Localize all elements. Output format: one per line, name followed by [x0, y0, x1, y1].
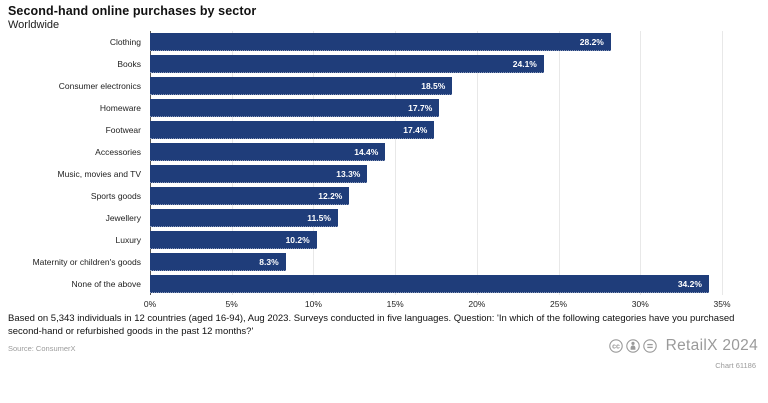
gridline — [558, 31, 560, 295]
category-label-row: Clothing — [0, 31, 146, 53]
bar-value-label: 12.2% — [318, 190, 343, 201]
x-tick-label: 25% — [550, 299, 568, 309]
category-label-row: Books — [0, 53, 146, 75]
bar-value-label: 13.3% — [336, 168, 361, 179]
bar-value-label: 8.3% — [259, 256, 279, 267]
bar-value-label: 10.2% — [285, 234, 310, 245]
chart-subtitle: Worldwide — [8, 19, 60, 31]
bar-row: 34.2% — [150, 273, 722, 295]
category-label: Maternity or children's goods — [32, 256, 141, 267]
bar-row: 17.7% — [150, 97, 722, 119]
bar: 10.2% — [150, 231, 317, 249]
bar-row: 18.5% — [150, 75, 722, 97]
gridline — [722, 31, 723, 295]
bar: 12.2% — [150, 187, 350, 205]
x-tick-label: 0% — [143, 299, 157, 309]
gridline — [395, 31, 397, 295]
bar: 24.1% — [150, 55, 544, 73]
bar-row: 24.1% — [150, 53, 722, 75]
bar-row: 14.4% — [150, 141, 722, 163]
category-label-row: Maternity or children's goods — [0, 251, 146, 273]
x-tick-label: 10% — [304, 299, 322, 309]
category-label-row: Footwear — [0, 119, 146, 141]
bar: 11.5% — [150, 209, 338, 227]
bar-value-label: 24.1% — [512, 58, 537, 69]
gridline — [313, 31, 315, 295]
bar-row: 10.2% — [150, 229, 722, 251]
bar: 28.2% — [150, 33, 611, 51]
bar-row: 17.4% — [150, 119, 722, 141]
category-label-row: Consumer electronics — [0, 75, 146, 97]
gridline — [476, 31, 478, 295]
svg-text:cc: cc — [612, 344, 620, 351]
category-label-row: Accessories — [0, 141, 146, 163]
y-axis-line — [150, 31, 151, 295]
cc-by-icon — [625, 339, 640, 353]
category-label: Accessories — [95, 146, 141, 157]
bar: 34.2% — [150, 275, 709, 293]
category-label-row: Sports goods — [0, 185, 146, 207]
bar-value-label: 17.4% — [403, 124, 428, 135]
bar-value-label: 28.2% — [579, 36, 604, 47]
bar: 17.4% — [150, 121, 435, 139]
category-label-row: None of the above — [0, 273, 146, 295]
category-label: Sports goods — [90, 190, 141, 201]
chart-id: Chart 61186 — [715, 361, 756, 370]
category-label: None of the above — [71, 278, 141, 289]
bar-value-label: 18.5% — [421, 80, 446, 91]
bar-row: 8.3% — [150, 251, 722, 273]
x-tick-label: 35% — [713, 299, 731, 309]
source-note: Source: ConsumerX — [8, 344, 76, 353]
x-tick-label: 30% — [631, 299, 649, 309]
bar-plot-area: 28.2% 24.1% 18.5% 17.7% 17.4% 14.4% 13.3% 12.2%… — [150, 31, 723, 295]
gridline — [640, 31, 642, 295]
gridline — [231, 31, 233, 295]
bar: 13.3% — [150, 165, 368, 183]
brand-mark: cc RetailX 2024 — [608, 337, 758, 355]
category-label: Jewellery — [105, 212, 141, 223]
x-tick-label: 5% — [225, 299, 238, 309]
bar: 8.3% — [150, 253, 286, 271]
category-label: Homeware — [99, 102, 141, 113]
cc-icon — [608, 339, 623, 353]
footnote: Based on 5,343 individuals in 12 countri… — [8, 313, 735, 338]
category-label: Clothing — [109, 36, 141, 47]
x-tick-label: 20% — [468, 299, 486, 309]
category-label-row: Homeware — [0, 97, 146, 119]
category-label-row: Luxury — [0, 229, 146, 251]
chart-title: Second-hand online purchases by sector — [8, 4, 257, 18]
cc-nd-icon — [642, 339, 657, 353]
bar-row: 12.2% — [150, 185, 722, 207]
brand-name: RetailX 2024 — [665, 337, 758, 354]
category-label: Music, movies and TV — [57, 168, 141, 179]
category-labels: Clothing Books Consumer electronics Homewar… — [0, 31, 146, 295]
bar-row: 11.5% — [150, 207, 722, 229]
cc-license-icons: cc — [608, 339, 657, 353]
category-label: Books — [117, 58, 141, 69]
bar-value-label: 34.2% — [677, 278, 702, 289]
x-axis: 0% 5% 10% 15% 20% 25% 30% 35% — [144, 297, 731, 309]
bar-row: 13.3% — [150, 163, 722, 185]
category-label-row: Jewellery — [0, 207, 146, 229]
bar: 14.4% — [150, 143, 386, 161]
bar: 18.5% — [150, 77, 453, 95]
category-label: Footwear — [105, 124, 141, 135]
bar: 17.7% — [150, 99, 440, 117]
bar-value-label: 11.5% — [307, 212, 331, 223]
category-label: Luxury — [115, 234, 141, 245]
category-label: Consumer electronics — [58, 80, 141, 91]
x-tick-label: 15% — [386, 299, 404, 309]
bar-value-label: 14.4% — [354, 146, 379, 157]
bar-row: 28.2% — [150, 31, 722, 53]
category-label-row: Music, movies and TV — [0, 163, 146, 185]
bar-value-label: 17.7% — [408, 102, 433, 113]
